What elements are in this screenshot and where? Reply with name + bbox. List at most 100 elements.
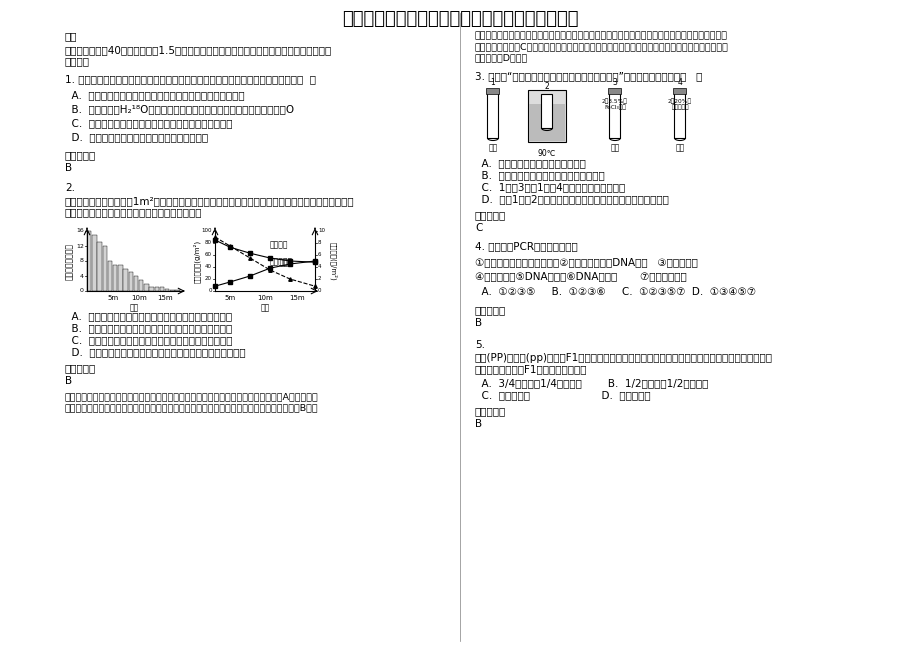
Text: 0: 0 [318,288,321,294]
Text: 12: 12 [76,243,84,249]
Bar [541,94,552,128]
Bar [170,290,175,291]
Bar [528,104,564,141]
Text: 参考答案：: 参考答案： [65,150,96,160]
Text: 蜥虫密度(个/m²): 蜥虫密度(个/m²) [329,242,336,281]
Text: 15m: 15m [157,295,173,301]
Text: 距离: 距离 [130,303,139,312]
Text: B.  随着蜥虫种群密度的增大，植物之间的竞争将会加剧: B. 随着蜥虫种群密度的增大，植物之间的竞争将会加剧 [65,323,232,333]
Bar [487,90,498,138]
Text: 常温: 常温 [609,143,619,152]
Text: 参考答案：: 参考答案： [474,210,505,220]
Text: 2滴20%的
肝脏研磨液: 2滴20%的 肝脏研磨液 [667,98,691,110]
Text: 参考答案：: 参考答案： [65,363,96,373]
Text: 某放牧草地有一些占地约1m²的石头，有人于石头不同距离处，调查了蜥蜴个体数、蜥虫种群密度和植: 某放牧草地有一些占地约1m²的石头，有人于石头不同距离处，调查了蜥蜴个体数、蜥虫… [65,196,354,206]
Text: 5m: 5m [108,295,119,301]
Bar [165,289,169,291]
Text: 物生物量（干重），结果如图。下列叙述错误的是: 物生物量（干重），结果如图。下列叙述错误的是 [65,207,202,217]
Bar [92,235,96,291]
Text: A.  生物体内的细胞呼吸包括需氧呼吸、厌氧呼吸都会产生水: A. 生物体内的细胞呼吸包括需氧呼吸、厌氧呼吸都会产生水 [65,90,244,100]
Bar [108,261,112,291]
Text: C.  都呈蓝黑色                      D.  都呈红褐色: C. 都呈蓝黑色 D. 都呈红褐色 [474,390,650,400]
Text: 求的。）: 求的。） [65,56,90,66]
Text: C: C [474,223,482,233]
Text: 粳稻(PP)与糯稻(pp)杂交，F1都是粳稻，纯种粳稻的花粉经碘染色后呈蓝黑色，纯种糯稻的花粉经碘: 粳稻(PP)与糯稻(pp)杂交，F1都是粳稻，纯种粳稻的花粉经碘染色后呈蓝黑色，… [474,353,772,363]
Text: 5m: 5m [224,295,235,301]
Text: 变化的重要因素，C正确；草地上放置适量石头，可有效降低蜥虫的数量，有利于能量流向对人类有: 变化的重要因素，C正确；草地上放置适量石头，可有效降低蜥虫的数量，有利于能量流向… [474,42,728,51]
Text: 60: 60 [205,253,211,258]
Text: 蜥蜴活动地点离石头越远，数量越少，越不利于躲避天敌，被天敌捕食的风险就越大，A正确；随着: 蜥蜴活动地点离石头越远，数量越少，越不利于躲避天敌，被天敌捕食的风险就越大，A正… [65,392,318,401]
Bar [118,265,122,291]
Bar [123,268,128,291]
Text: 100: 100 [201,229,211,234]
Bar [113,265,118,291]
Bar [154,287,159,291]
Text: 80: 80 [205,240,211,245]
Text: 8: 8 [318,240,321,245]
Text: 4: 4 [318,264,321,270]
Text: 一、: 一、 [65,31,77,41]
Bar [607,88,621,94]
Text: 40: 40 [205,264,211,270]
Text: B: B [474,318,482,328]
Text: 2滴3.5%的
FeCl₃溶液: 2滴3.5%的 FeCl₃溶液 [601,98,628,110]
Text: 0: 0 [80,288,84,294]
Bar [97,242,102,291]
Text: 常温: 常温 [488,143,497,152]
Bar [673,88,686,94]
Text: 2.: 2. [65,183,75,193]
Bar [87,231,91,291]
Text: 5.: 5. [474,340,484,350]
Text: B: B [474,419,482,429]
Text: 植被生物量(g/m²): 植被生物量(g/m²) [193,240,200,283]
Text: B: B [65,163,72,173]
Text: 16: 16 [76,229,84,234]
Text: 8: 8 [80,258,84,264]
Bar [608,90,619,138]
Text: ①单链的脱氧核苷酸序列引物②目的基因所在的DNA片段   ③脱氧核苷酸: ①单链的脱氧核苷酸序列引物②目的基因所在的DNA片段 ③脱氧核苷酸 [474,257,698,267]
Text: 90℃: 90℃ [538,149,556,158]
Text: 参考答案：: 参考答案： [474,406,505,416]
Text: 染色后呈红褐色。F1的花粉经碘染色后: 染色后呈红褐色。F1的花粉经碘染色后 [474,364,587,374]
Bar [176,290,180,291]
Text: 10: 10 [318,229,324,234]
Text: 非禾草植物: 非禾草植物 [269,257,293,266]
Text: 蜥虫: 蜥虫 [279,258,289,267]
Text: 蜥虫种群密度的增大，禾草植物和非禾草植物的生物量均在减少，两者之间的竞争将会降低，B错误: 蜥虫种群密度的增大，禾草植物和非禾草植物的生物量均在减少，两者之间的竞争将会降低… [65,403,318,412]
Text: 3: 3 [612,78,617,87]
Text: C.  距石头的远近是引起该群落水平结构变化的重要因素: C. 距石头的远近是引起该群落水平结构变化的重要因素 [65,335,233,345]
Text: 选择题（本题共40小题，每小题1.5分，在每小题给出的四个选项中，只有一项是符合题目要: 选择题（本题共40小题，每小题1.5分，在每小题给出的四个选项中，只有一项是符合… [65,45,332,55]
Text: 参考答案：: 参考答案： [474,305,505,315]
Bar [149,287,153,291]
Bar [674,90,685,138]
Text: A.  3/4呈蓝色，1/4呈红褐色        B.  1/2呈蓝黑色1/2呈红褐色: A. 3/4呈蓝色，1/4呈红褐色 B. 1/2呈蓝黑色1/2呈红褐色 [474,378,708,388]
Text: B: B [65,376,72,386]
Text: 6: 6 [318,253,321,258]
Text: ④核糖核苷酸⑤DNA连接酶⑥DNA聚合酶       ⑦限制性内切酶: ④核糖核苷酸⑤DNA连接酶⑥DNA聚合酶 ⑦限制性内切酶 [474,271,686,281]
Text: 0: 0 [209,288,211,294]
Text: C.  水分过多与水分过少对生物新陈代谢活动的影响一样: C. 水分过多与水分过少对生物新陈代谢活动的影响一样 [65,118,233,128]
Text: 1: 1 [490,78,494,87]
Text: 4: 4 [676,78,682,87]
Bar [160,287,165,291]
Bar [528,90,565,142]
Text: A.  ①②③⑤     B.  ①②③⑥     C.  ①②③⑤⑦  D.  ①③④⑤⑦: A. ①②③⑤ B. ①②③⑥ C. ①②③⑤⑦ D. ①③④⑤⑦ [474,287,755,297]
Text: A.  本实验的因变量是不同的催化剂: A. 本实验的因变量是不同的催化剂 [474,158,585,168]
Text: 10m: 10m [131,295,147,301]
Bar [144,283,149,291]
Text: 蜥蜴个体平均数量: 蜥蜴个体平均数量 [64,243,74,279]
Text: B.  给植物浇灌H₂¹⁸O，一段时间后，植物体内会出现多种化合物中含有O: B. 给植物浇灌H₂¹⁸O，一段时间后，植物体内会出现多种化合物中含有O [65,104,294,114]
Text: 距离: 距离 [260,303,269,312]
Text: D.  水作为生成物参与核糖体上进行的生化反应: D. 水作为生成物参与核糖体上进行的生化反应 [65,132,208,142]
Text: C.  1号与3号，1号与4号可分别构成对照实验: C. 1号与3号，1号与4号可分别构成对照实验 [474,182,625,192]
Text: 黑龙江省绥化市百祥中学高三生物模拟试题含解析: 黑龙江省绥化市百祥中学高三生物模拟试题含解析 [341,10,578,28]
Text: A.  蜥蜴活动地点离石头越远，被天敌捕食的风险就越大: A. 蜥蜴活动地点离石头越远，被天敌捕食的风险就越大 [65,311,232,321]
Text: B.  本实验的无关变量有温度和酶的用量等: B. 本实验的无关变量有温度和酶的用量等 [474,170,604,180]
Text: 2: 2 [544,82,549,91]
Text: 4. 下列属于PCR技术的条件的是: 4. 下列属于PCR技术的条件的是 [474,241,577,251]
Text: D.  分析1号、2号试管的实验结果可知加热能降低反应的活化能: D. 分析1号、2号试管的实验结果可知加热能降低反应的活化能 [474,194,668,204]
Bar [486,88,499,94]
Text: 20: 20 [205,277,211,281]
Text: 2: 2 [318,277,321,281]
Text: 4: 4 [80,273,84,279]
